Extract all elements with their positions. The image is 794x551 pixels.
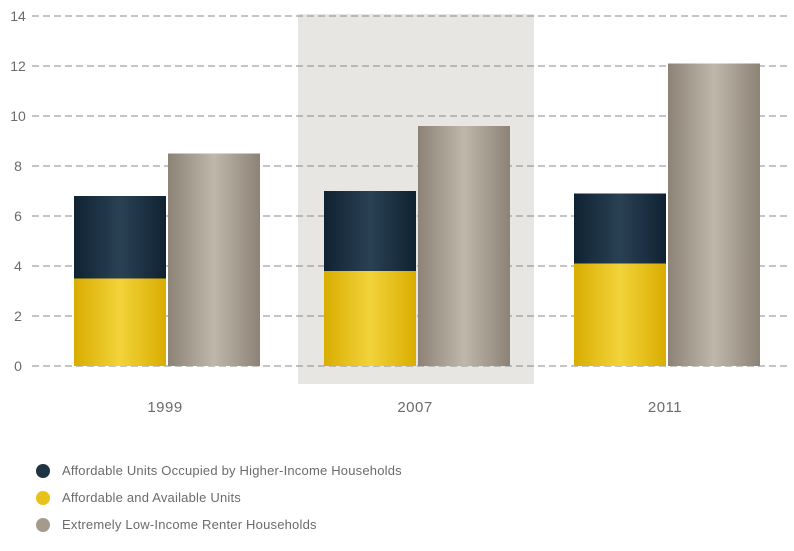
bar-higher-income-units-2011	[574, 193, 666, 264]
legend-item: Extremely Low-Income Renter Households	[36, 511, 402, 538]
y-tick-label: 2	[14, 308, 22, 324]
bar-chart: 0 2 4 6 8 10 12 14 1999 2007 2011	[10, 8, 790, 416]
legend-item: Affordable and Available Units	[36, 484, 402, 511]
y-tick-label: 6	[14, 208, 22, 224]
bar-higher-income-units-1999	[74, 196, 166, 279]
legend-item: Affordable Units Occupied by Higher-Inco…	[36, 457, 402, 484]
bar-available-units-2011	[574, 263, 666, 366]
y-tick-label: 0	[14, 358, 22, 374]
y-axis-ticks: 0 2 4 6 8 10 12 14	[10, 8, 26, 374]
legend-swatch	[36, 517, 50, 532]
bar-higher-income-units-2007	[324, 191, 416, 271]
bar-low-income-renters-2011	[668, 63, 760, 366]
x-tick-label: 2007	[397, 399, 432, 416]
legend-label: Affordable Units Occupied by Higher-Inco…	[62, 463, 402, 478]
legend-label: Affordable and Available Units	[62, 490, 241, 505]
y-tick-label: 12	[10, 58, 26, 74]
legend-swatch	[36, 463, 50, 478]
bars	[74, 63, 760, 366]
x-tick-label: 1999	[147, 399, 182, 416]
legend: Affordable Units Occupied by Higher-Inco…	[36, 457, 402, 538]
bar-low-income-renters-2007	[418, 126, 510, 366]
legend-label: Extremely Low-Income Renter Households	[62, 517, 317, 532]
bar-available-units-2007	[324, 271, 416, 366]
bar-low-income-renters-1999	[168, 153, 260, 366]
y-tick-label: 14	[10, 8, 26, 24]
y-tick-label: 10	[10, 108, 26, 124]
bar-available-units-1999	[74, 278, 166, 366]
x-tick-label: 2011	[648, 399, 682, 416]
legend-swatch	[36, 490, 50, 505]
x-axis-ticks: 1999 2007 2011	[147, 399, 682, 416]
y-tick-label: 4	[14, 258, 22, 274]
y-tick-label: 8	[14, 158, 22, 174]
